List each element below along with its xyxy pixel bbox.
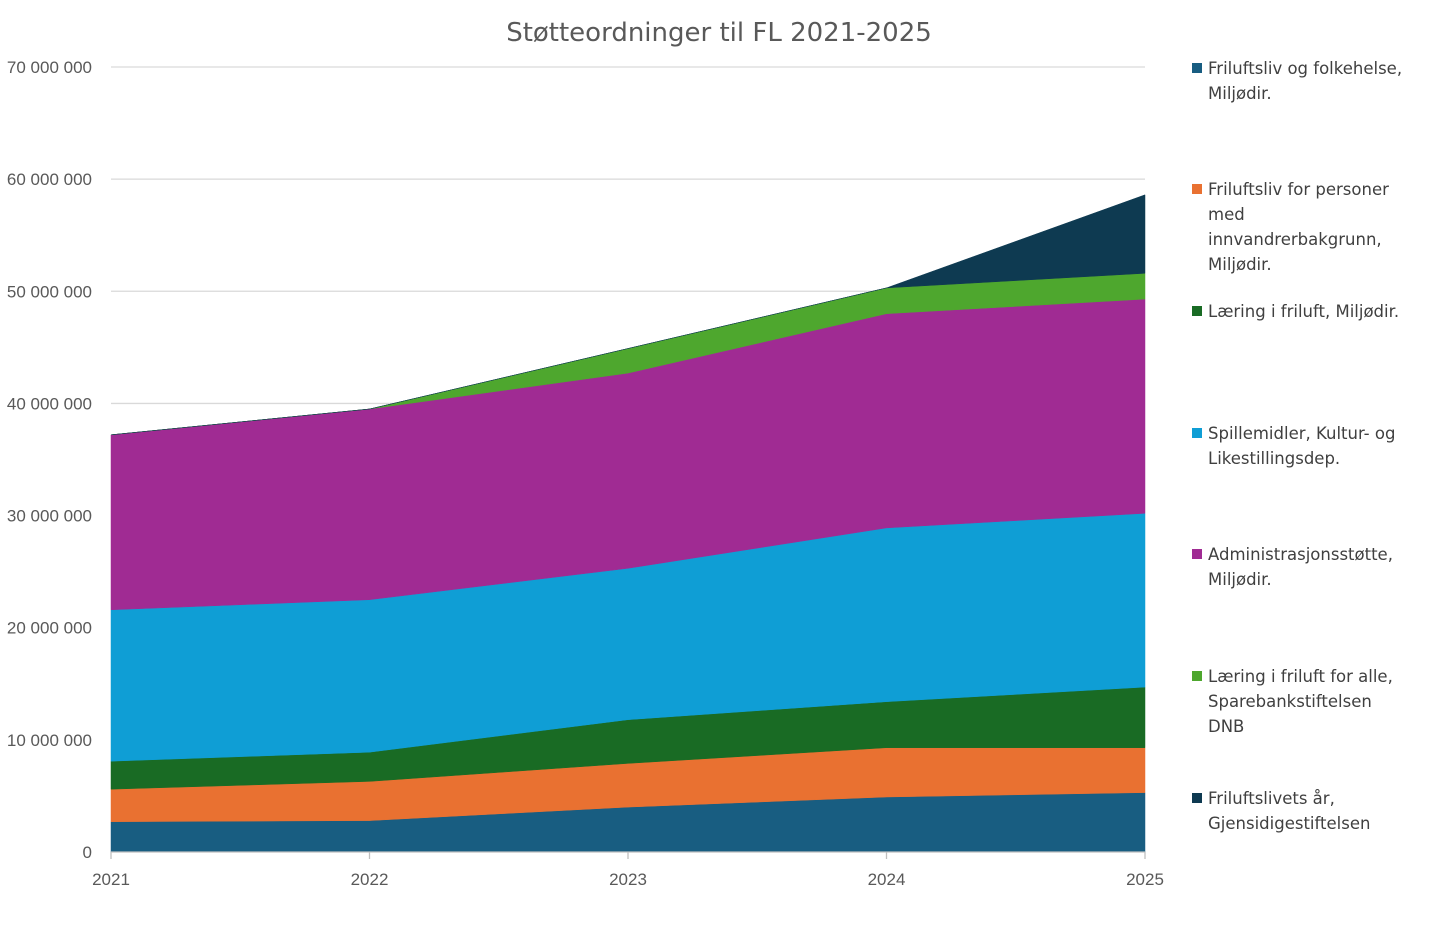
y-tick-label: 70 000 000 — [7, 58, 92, 77]
legend-item: Læring i friluft, Miljødir. — [1192, 299, 1403, 324]
area-series-7 — [110, 194, 1146, 436]
x-tick-label: 2022 — [351, 870, 389, 889]
y-tick-label: 0 — [83, 843, 92, 862]
legend-swatch — [1192, 428, 1202, 438]
legend-item: Administrasjonsstøtte, Miljødir. — [1192, 542, 1403, 592]
legend-item: Spillemidler, Kultur- og Likestillingsde… — [1192, 421, 1403, 471]
y-tick-label: 40 000 000 — [7, 394, 92, 413]
y-tick-label: 20 000 000 — [7, 619, 92, 638]
legend-label: Friluftsliv for personer med innvandrerb… — [1208, 180, 1389, 274]
x-tick-label: 2025 — [1126, 870, 1164, 889]
axes: 0 10 000 000 20 000 000 30 000 000 40 000 00… — [7, 58, 1164, 889]
legend-item: Friluftslivets år, Gjensidigestiftelsen — [1192, 786, 1403, 836]
legend-item: Friluftsliv for personer med innvandrerb… — [1192, 177, 1403, 277]
legend-swatch — [1192, 549, 1202, 559]
y-tick-label: 60 000 000 — [7, 170, 92, 189]
y-tick-label: 10 000 000 — [7, 731, 92, 750]
x-tick-label: 2024 — [868, 870, 906, 889]
area-series — [110, 194, 1146, 853]
legend-label: Administrasjonsstøtte, Miljødir. — [1208, 545, 1393, 589]
legend-label: Friluftsliv og folkehelse, Miljødir. — [1208, 59, 1403, 103]
legend-label: Læring i friluft, Miljødir. — [1208, 302, 1400, 321]
legend-swatch — [1192, 63, 1202, 73]
x-tick-label: 2021 — [92, 870, 130, 889]
legend-swatch — [1192, 793, 1202, 803]
y-tick-label: 50 000 000 — [7, 282, 92, 301]
chart-title: Støtteordninger til FL 2021-2025 — [506, 18, 932, 48]
legend-label: Læring i friluft for alle, Sparebankstif… — [1208, 667, 1393, 736]
legend-swatch — [1192, 184, 1202, 194]
x-tick-label: 2023 — [609, 870, 647, 889]
legend-item: Friluftsliv og folkehelse, Miljødir. — [1192, 56, 1403, 106]
legend-swatch — [1192, 306, 1202, 316]
y-tick-label: 30 000 000 — [7, 507, 92, 526]
legend-swatch — [1192, 671, 1202, 681]
legend-label: Friluftslivets år, Gjensidigestiftelsen — [1208, 789, 1371, 833]
legend-item: Læring i friluft for alle, Sparebankstif… — [1192, 664, 1403, 739]
legend-label: Spillemidler, Kultur- og Likestillingsde… — [1208, 424, 1396, 468]
